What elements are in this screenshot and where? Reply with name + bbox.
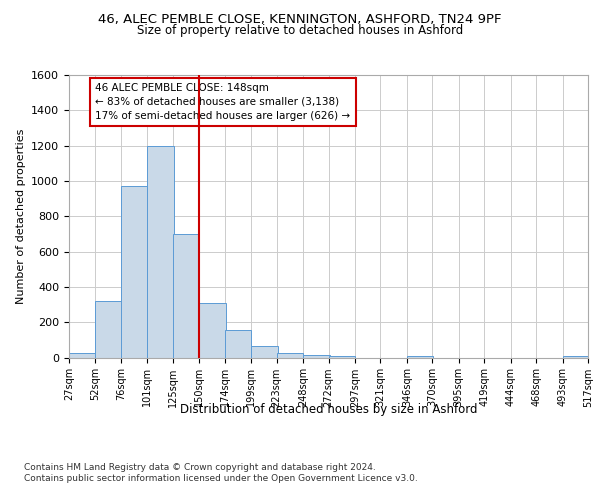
Bar [329,356,355,358]
Bar [563,356,589,358]
Bar [121,186,148,358]
Text: Distribution of detached houses by size in Ashford: Distribution of detached houses by size … [180,402,478,415]
Text: Size of property relative to detached houses in Ashford: Size of property relative to detached ho… [137,24,463,37]
Text: 46 ALEC PEMBLE CLOSE: 148sqm
← 83% of detached houses are smaller (3,138)
17% of: 46 ALEC PEMBLE CLOSE: 148sqm ← 83% of de… [95,83,350,121]
Bar [277,353,303,358]
Bar [173,234,199,358]
Bar [303,355,329,358]
Bar [199,303,226,358]
Bar [69,353,95,358]
Bar [224,330,251,357]
Bar [407,356,433,358]
Text: 46, ALEC PEMBLE CLOSE, KENNINGTON, ASHFORD, TN24 9PF: 46, ALEC PEMBLE CLOSE, KENNINGTON, ASHFO… [98,12,502,26]
Y-axis label: Number of detached properties: Number of detached properties [16,128,26,304]
Bar [251,346,278,358]
Bar [148,146,174,358]
Bar [95,301,122,358]
Text: Contains public sector information licensed under the Open Government Licence v3: Contains public sector information licen… [24,474,418,483]
Text: Contains HM Land Registry data © Crown copyright and database right 2024.: Contains HM Land Registry data © Crown c… [24,462,376,471]
